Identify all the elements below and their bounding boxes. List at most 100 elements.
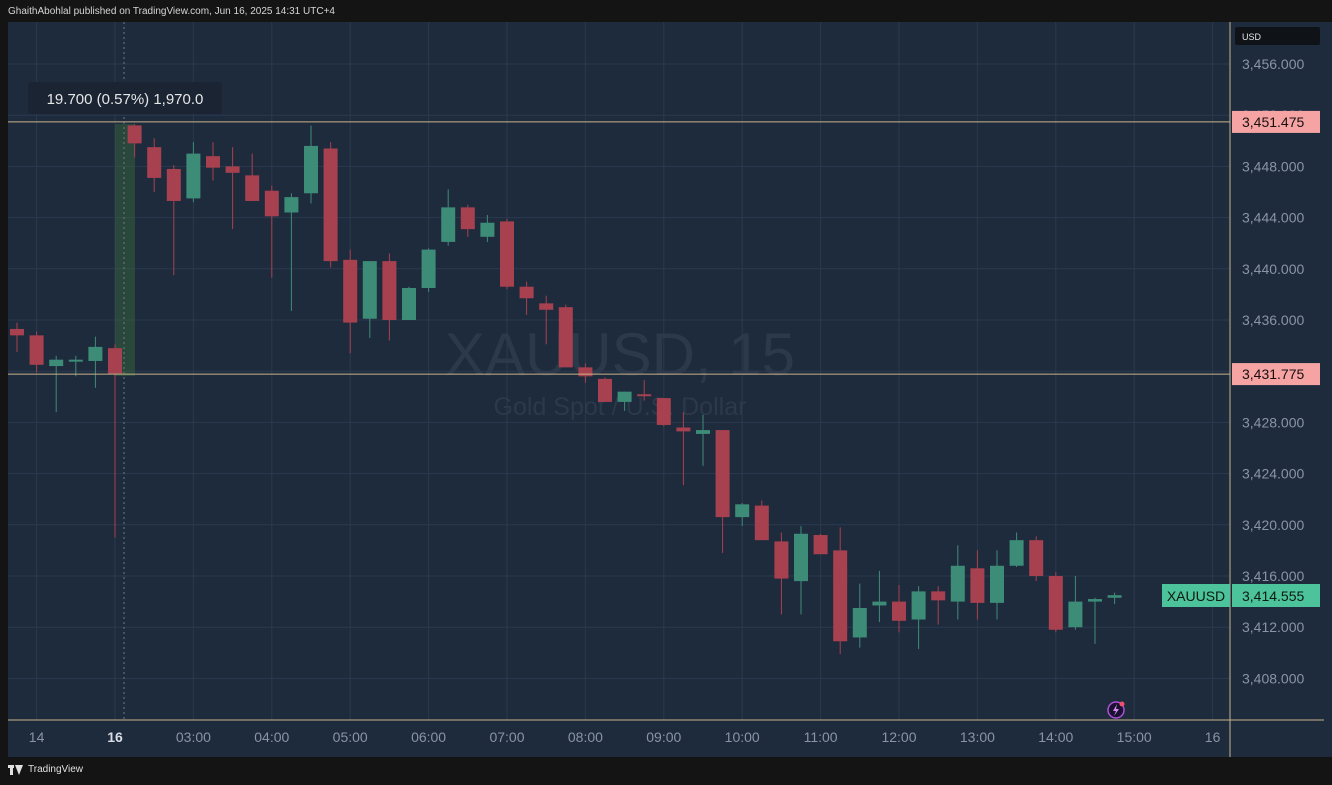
- candle[interactable]: [147, 138, 162, 192]
- grid-lines: [8, 22, 1230, 720]
- candle[interactable]: [441, 189, 456, 246]
- candle-body: [10, 328, 24, 336]
- candle[interactable]: [715, 430, 730, 553]
- price-tick-label: 3,448.000: [1242, 158, 1304, 174]
- candle[interactable]: [970, 550, 985, 620]
- candle[interactable]: [68, 355, 83, 377]
- price-tick-label: 3,456.000: [1242, 56, 1304, 72]
- candle[interactable]: [10, 322, 24, 352]
- candle[interactable]: [29, 331, 44, 373]
- candle[interactable]: [519, 281, 534, 315]
- candle[interactable]: [656, 398, 671, 427]
- candle[interactable]: [166, 165, 181, 276]
- candle[interactable]: [754, 500, 769, 541]
- candle[interactable]: [108, 344, 122, 538]
- chart-area[interactable]: [8, 22, 1332, 757]
- candle[interactable]: [1107, 592, 1122, 605]
- price-tick-label: 3,420.000: [1242, 517, 1304, 533]
- horizontal-levels[interactable]: [8, 121, 1230, 375]
- candle[interactable]: [735, 503, 750, 527]
- candle[interactable]: [696, 414, 710, 466]
- price-range-measure-area[interactable]: [115, 124, 135, 376]
- lightning-alert-icon[interactable]: [1107, 701, 1125, 719]
- candle[interactable]: [676, 412, 691, 486]
- time-axis[interactable]: 14 16 03:00 04:00 05:00 06:00 07:00 08:00 09:00 1…: [29, 729, 1221, 745]
- candle[interactable]: [382, 253, 397, 341]
- price-tick-label: 3,444.000: [1242, 210, 1304, 226]
- candle[interactable]: [539, 295, 554, 345]
- candle[interactable]: [813, 533, 828, 555]
- candle[interactable]: [1009, 532, 1024, 568]
- candle[interactable]: [931, 586, 946, 625]
- candle[interactable]: [245, 153, 260, 201]
- candle[interactable]: [460, 204, 475, 237]
- candle[interactable]: [284, 193, 299, 312]
- candle-body: [402, 288, 416, 320]
- candle-body: [127, 125, 142, 144]
- candle[interactable]: [990, 550, 1004, 620]
- time-tick-label: 12:00: [881, 729, 916, 745]
- candle-body: [754, 505, 769, 541]
- candle[interactable]: [264, 185, 279, 278]
- candle[interactable]: [1048, 572, 1063, 633]
- candle-body: [950, 565, 965, 602]
- candle[interactable]: [421, 248, 436, 292]
- candle[interactable]: [1068, 576, 1083, 630]
- time-tick-label: 09:00: [646, 729, 681, 745]
- candle[interactable]: [1088, 597, 1102, 644]
- time-tick-label: 13:00: [960, 729, 995, 745]
- candle[interactable]: [88, 336, 103, 388]
- price-tick-label: 3,428.000: [1242, 414, 1304, 430]
- currency-label: USD: [1242, 32, 1262, 42]
- candle[interactable]: [362, 261, 377, 338]
- candle[interactable]: [852, 583, 867, 648]
- candle[interactable]: [558, 304, 573, 368]
- candle[interactable]: [206, 142, 220, 181]
- tradingview-logo-icon: [8, 764, 24, 775]
- candle-body: [696, 430, 710, 434]
- candle[interactable]: [304, 125, 318, 204]
- candle-body: [833, 550, 848, 642]
- candle[interactable]: [598, 377, 612, 402]
- candle-body: [852, 608, 867, 638]
- candle-body: [990, 565, 1004, 603]
- candle[interactable]: [402, 286, 416, 320]
- candle-body: [382, 261, 397, 320]
- candle[interactable]: [950, 545, 965, 620]
- candle-body: [460, 207, 475, 230]
- candles[interactable]: [10, 124, 1122, 655]
- candle[interactable]: [637, 380, 652, 401]
- candle[interactable]: [794, 526, 808, 615]
- candle[interactable]: [892, 584, 906, 633]
- candle[interactable]: [500, 218, 514, 290]
- candle[interactable]: [911, 586, 926, 649]
- price-tick-label: 3,436.000: [1242, 312, 1304, 328]
- candle[interactable]: [225, 147, 240, 230]
- candle-body: [637, 394, 652, 397]
- candle[interactable]: [774, 532, 789, 615]
- tradingview-logo[interactable]: TradingView: [8, 764, 83, 775]
- candle[interactable]: [617, 391, 632, 411]
- currency-badge[interactable]: [1235, 27, 1320, 45]
- candle[interactable]: [127, 124, 142, 158]
- price-tick-label: 3,412.000: [1242, 619, 1304, 635]
- candle[interactable]: [49, 355, 64, 413]
- candle-body: [617, 391, 632, 402]
- candle[interactable]: [578, 363, 593, 383]
- candle[interactable]: [323, 142, 338, 268]
- candle-body: [441, 207, 456, 242]
- candle[interactable]: [480, 215, 495, 242]
- candle[interactable]: [872, 570, 887, 623]
- candle-body: [166, 168, 181, 201]
- candle[interactable]: [343, 249, 358, 354]
- candle-body: [421, 249, 436, 288]
- candle-body: [343, 259, 358, 323]
- candle[interactable]: [186, 142, 201, 203]
- candle-body: [774, 541, 789, 579]
- candle[interactable]: [1029, 536, 1044, 582]
- candle-body: [284, 197, 299, 213]
- candle[interactable]: [833, 527, 848, 655]
- time-tick-label: 05:00: [333, 729, 368, 745]
- price-tick-label: 3,440.000: [1242, 261, 1304, 277]
